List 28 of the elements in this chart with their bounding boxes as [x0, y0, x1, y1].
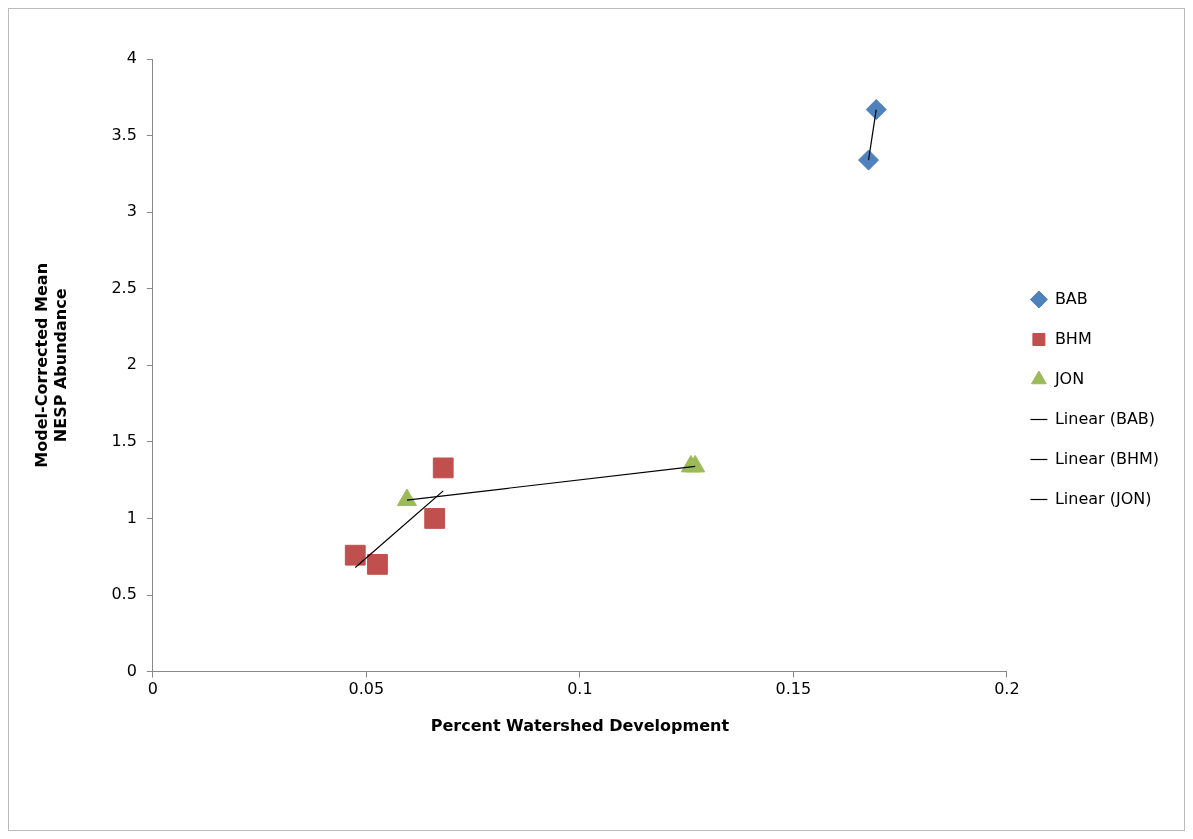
y-tick-label: 4	[126, 48, 137, 68]
point	[432, 457, 454, 479]
point	[424, 508, 446, 529]
point	[865, 99, 887, 121]
x-tick-label: 0.1	[567, 679, 593, 699]
y-tick-label: 0.5	[111, 584, 137, 604]
y-tick-label: 0	[126, 660, 137, 680]
x-tick-label: 0.05	[348, 679, 385, 699]
y-tick-label: 1	[126, 507, 137, 527]
legend-label: BAB	[1054, 288, 1088, 308]
x-axis-title: Percent Watershed Development	[430, 715, 730, 735]
y-tick-label: 3.5	[111, 124, 137, 144]
point	[344, 544, 366, 566]
legend-label: Linear (BAB)	[1054, 408, 1156, 428]
y-tick-label: 1.5	[111, 431, 137, 451]
y-tick-label: 3	[126, 201, 137, 221]
point	[858, 149, 880, 171]
legend-label: BHM	[1054, 328, 1092, 348]
point	[367, 554, 388, 575]
y-tick-label: 2.5	[111, 277, 137, 297]
y-axis-title: Model-Corrected Mean NESP Abundance	[31, 262, 70, 468]
y-tick-label: 2	[126, 354, 137, 374]
legend-label: Linear (BHM)	[1054, 448, 1159, 468]
x-tick-label: 0.2	[994, 679, 1020, 699]
legend-label: JON	[1053, 368, 1085, 388]
x-tick-label: 0.15	[775, 679, 812, 699]
x-tick-label: 0	[147, 679, 158, 699]
legend-label: Linear (JON)	[1054, 488, 1152, 508]
